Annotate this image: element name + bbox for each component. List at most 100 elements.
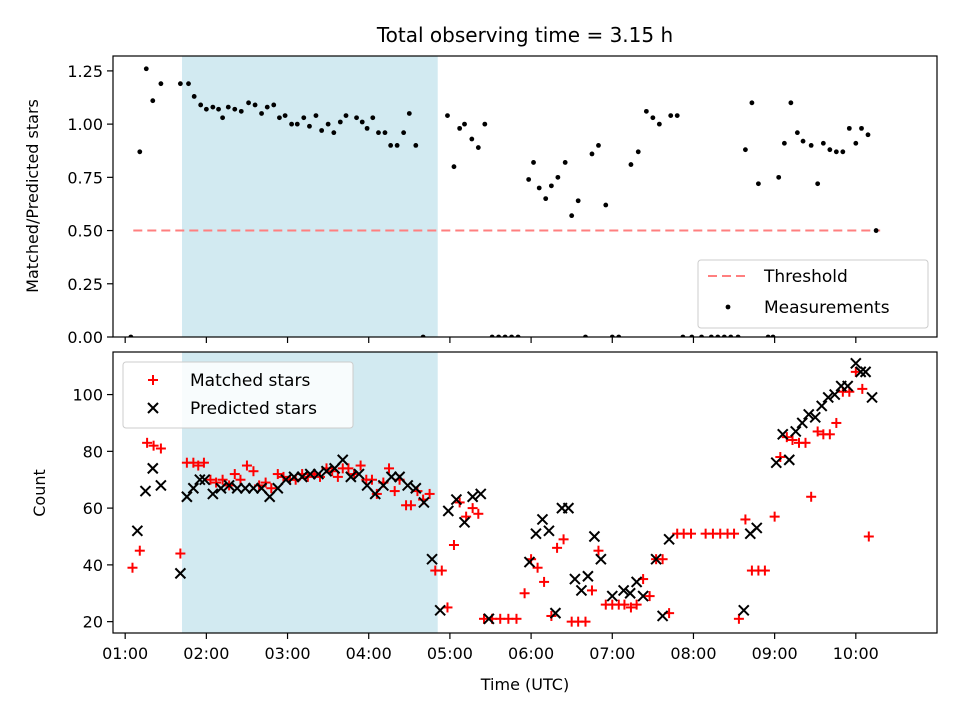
bottom-y-tick-label: 80 bbox=[83, 442, 103, 461]
figure-title: Total observing time = 3.15 h bbox=[376, 23, 673, 47]
predicted-point bbox=[523, 556, 536, 568]
measurement-point bbox=[331, 130, 337, 136]
predicted-point bbox=[866, 391, 878, 404]
measurement-point bbox=[307, 123, 312, 129]
predicted-point bbox=[582, 570, 594, 582]
predicted-point bbox=[312, 468, 325, 480]
predicted-point bbox=[353, 468, 365, 480]
matched-point bbox=[175, 548, 186, 559]
predicted-point bbox=[247, 482, 260, 494]
matched-point bbox=[371, 488, 382, 499]
predicted-point bbox=[187, 482, 200, 494]
predicted-point bbox=[442, 505, 454, 517]
matched-point bbox=[552, 542, 563, 553]
measurement-point bbox=[277, 115, 282, 121]
bottom-legend-box bbox=[122, 361, 354, 429]
predicted-point bbox=[562, 502, 575, 514]
matched-point bbox=[405, 500, 416, 511]
matched-point bbox=[217, 474, 228, 485]
predicted-point bbox=[595, 553, 607, 565]
measurement-point bbox=[820, 140, 826, 146]
predicted-point bbox=[401, 479, 414, 492]
bottom-y-tick-label: 40 bbox=[83, 556, 103, 575]
measurement-point bbox=[210, 104, 216, 110]
top-y-axis-label: Matched/Predicted stars bbox=[23, 99, 42, 293]
predicted-point bbox=[345, 471, 357, 483]
measurement-point bbox=[232, 106, 238, 112]
predicted-point bbox=[569, 573, 581, 585]
matched-point bbox=[831, 417, 842, 428]
predicted-legend-marker bbox=[147, 402, 159, 414]
predicted-point bbox=[288, 471, 300, 483]
matched-point bbox=[644, 591, 655, 602]
bottom-x-tick-label: 04:00 bbox=[346, 644, 392, 663]
measurement-point bbox=[246, 100, 251, 106]
measurement-point bbox=[337, 119, 343, 125]
measurement-point bbox=[401, 130, 407, 136]
matched-point bbox=[580, 616, 591, 627]
predicted-point bbox=[630, 576, 643, 588]
predicted-point bbox=[223, 479, 235, 492]
bottom-x-tick-label: 02:00 bbox=[183, 644, 229, 663]
measurement-point bbox=[364, 125, 370, 131]
measurement-point bbox=[313, 113, 319, 119]
predicted-point bbox=[304, 468, 316, 480]
measurement-point bbox=[674, 113, 680, 119]
measurement-point bbox=[840, 149, 846, 155]
measurement-point bbox=[198, 102, 204, 108]
measurement-point bbox=[827, 147, 833, 153]
bottom-panel: 20 40 60 80 100 01:00 02:00 03:00 04:00 05:00 06:… bbox=[30, 351, 938, 694]
predicted-point bbox=[199, 474, 211, 486]
top-y-tick-label: 0.75 bbox=[67, 168, 103, 187]
predicted-point bbox=[466, 491, 479, 503]
top-y-tick-label: 1.25 bbox=[67, 62, 103, 81]
bottom-x-tick-label: 03:00 bbox=[264, 644, 310, 663]
measurement-point bbox=[749, 100, 755, 106]
measurement-point bbox=[543, 196, 549, 202]
predicted-point bbox=[822, 391, 834, 404]
matched-point bbox=[824, 429, 835, 440]
matched-point bbox=[593, 545, 604, 556]
measurement-point bbox=[294, 121, 300, 127]
matched-point bbox=[155, 443, 166, 454]
predicted-point bbox=[637, 590, 649, 602]
predicted-point bbox=[450, 493, 463, 506]
predicted-point bbox=[147, 462, 159, 475]
bottom-x-tick-label: 10:00 bbox=[833, 644, 879, 663]
predicted-point bbox=[803, 408, 815, 421]
measurement-point bbox=[451, 164, 457, 170]
predicted-point bbox=[155, 479, 167, 492]
predicted-point bbox=[434, 604, 446, 617]
measurement-point bbox=[252, 102, 258, 108]
measurement-point bbox=[475, 145, 481, 150]
matched-point bbox=[733, 613, 744, 624]
measurement-point bbox=[186, 81, 191, 87]
predicted-point bbox=[530, 527, 542, 540]
predicted-point bbox=[475, 488, 487, 500]
matched-point bbox=[850, 366, 861, 377]
predicted-point bbox=[215, 482, 227, 494]
measurements-legend-marker bbox=[725, 304, 731, 310]
measurement-point bbox=[788, 100, 794, 106]
predicted-point bbox=[770, 456, 782, 469]
measurement-point bbox=[220, 115, 225, 121]
measurement-point bbox=[216, 106, 221, 112]
predicted-point bbox=[139, 485, 152, 497]
matched-point bbox=[389, 486, 400, 497]
predicted-point bbox=[181, 491, 193, 503]
measurement-point bbox=[376, 130, 381, 136]
predicted-point bbox=[536, 513, 549, 526]
predicted-point bbox=[337, 454, 349, 466]
predicted-point bbox=[656, 610, 669, 622]
predicted-point bbox=[194, 474, 206, 486]
measurement-point bbox=[259, 111, 264, 116]
predicted-point bbox=[320, 465, 333, 477]
top-panel: 0.00 0.25 0.50 0.75 1.00 1.25 Matched/Predict… bbox=[23, 55, 938, 347]
measurement-point bbox=[589, 151, 595, 157]
measurement-point bbox=[873, 228, 879, 233]
measurement-point bbox=[635, 149, 641, 155]
matched-point bbox=[266, 483, 277, 494]
predicted-point bbox=[816, 400, 828, 412]
measurement-point bbox=[859, 125, 864, 131]
bottom-y-tick-label: 20 bbox=[83, 613, 103, 632]
